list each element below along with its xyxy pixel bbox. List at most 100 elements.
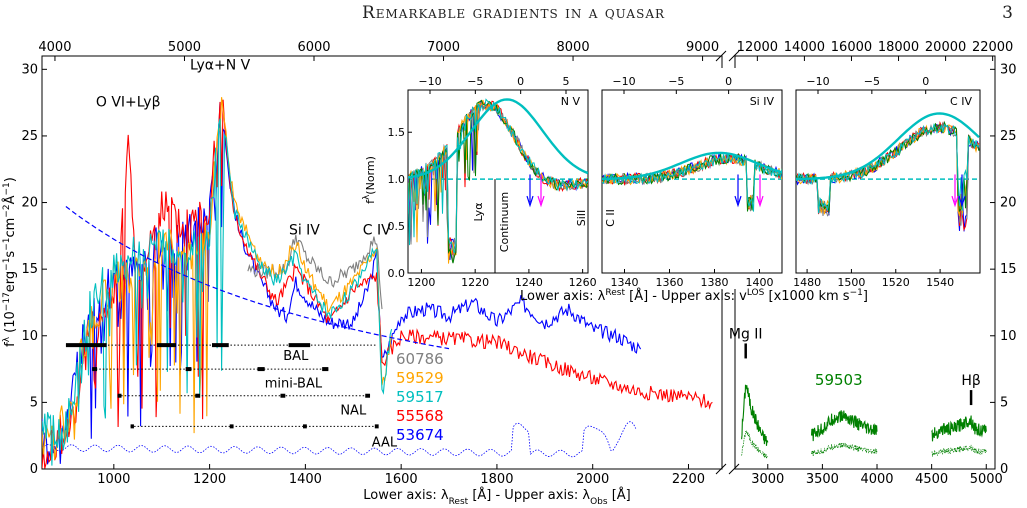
axis-break-bottom-slash-1 xyxy=(715,463,727,475)
absorber-row-NAL: NAL xyxy=(117,393,371,418)
upper-x-tick-label-right: 20000 xyxy=(925,40,966,55)
inset-x-tick-label: 1500 xyxy=(837,276,865,289)
inset-y-tick-label: 1.5 xyxy=(388,126,406,139)
inset-upper-tick-label: 5 xyxy=(563,75,570,88)
x-tick-label: 1400 xyxy=(289,472,322,487)
legend-entry-55568: 55568 xyxy=(396,407,444,425)
inset-spectra xyxy=(408,98,588,264)
axis-break-top-gap xyxy=(723,50,734,62)
legend-entry-59517: 59517 xyxy=(396,388,444,406)
upper-x-tick-label: 5000 xyxy=(168,40,201,55)
y-tick-label-right: 30 xyxy=(1000,62,1017,77)
inset-velocity-arrowhead xyxy=(756,195,764,208)
x-tick-label-right: 4500 xyxy=(915,472,948,487)
page-title: Remarkable gradients in a quasar xyxy=(361,3,666,23)
inset-upper-tick-label: 0 xyxy=(517,75,524,88)
line-label-h-: Hβ xyxy=(961,373,980,389)
y-tick-label: 5 xyxy=(30,395,38,410)
inset-x-tick-label: 1360 xyxy=(656,276,684,289)
inset-model-line xyxy=(602,151,782,181)
inset-spectrum-line xyxy=(796,122,980,214)
x-tick-label: 1200 xyxy=(193,472,226,487)
series-error-59503 xyxy=(741,430,769,459)
absorber-label: AAL xyxy=(372,435,398,450)
x-tick-label: 1600 xyxy=(385,472,418,487)
series-error-59503 xyxy=(931,444,987,457)
upper-x-tick-label-right: 14000 xyxy=(784,40,825,55)
inset-panels: 1200 1220 1240 1260 −10 −5 0 5 0.0 0.5 1.0 1.5 fλ(No… xyxy=(362,68,982,304)
axis-break-top-slash-1 xyxy=(715,50,727,62)
x-tick-label-right: 4000 xyxy=(860,472,893,487)
line-label-c-iv: C IV xyxy=(363,223,391,239)
legend-entry-59503: 59503 xyxy=(815,371,863,389)
inset-upper-tick-label: −10 xyxy=(806,75,829,88)
inset-upper-tick-label: 0 xyxy=(922,75,929,88)
inset-frame xyxy=(795,89,981,274)
inset-x-tick-label: 1220 xyxy=(461,276,489,289)
inset-title: Si IV xyxy=(750,95,775,108)
x-axis-label: Lower axis: λRest [Å] - Upper axis: λObs… xyxy=(363,487,630,507)
inset-si-iv: 1340 1360 1380 1400 −10 −5 0 Si IV xyxy=(600,68,784,289)
x-tick-label: 1000 xyxy=(97,472,130,487)
y-tick-label: 30 xyxy=(21,62,38,77)
y-tick-label-right: 15 xyxy=(1000,262,1017,277)
inset-spectrum-line xyxy=(602,151,782,212)
upper-x-tick-label: 9000 xyxy=(686,40,719,55)
axis-break-bottom-gap xyxy=(723,463,734,475)
inset-annotation-cii: C II xyxy=(604,209,617,227)
y-tick-label: 15 xyxy=(21,262,38,277)
inset-model-line xyxy=(796,112,980,181)
inset-y-tick-label: 0.0 xyxy=(388,267,406,280)
axis-break-bottom-slash-2 xyxy=(728,463,740,475)
absorber-label: NAL xyxy=(340,403,367,418)
x-tick-label-right: 3000 xyxy=(751,472,784,487)
series-line-59503 xyxy=(741,384,769,446)
page-header: Remarkable gradients in a quasar 3 xyxy=(0,0,1027,36)
inset-velocity-arrowhead xyxy=(537,195,545,208)
inset-annotation-continuum: Continuum xyxy=(498,192,511,252)
inset-annotation-lya: Lyα xyxy=(472,203,485,222)
inset-spectrum-line xyxy=(602,153,782,212)
inset-x-tick-label: 1340 xyxy=(611,276,639,289)
inset-spectra xyxy=(796,112,980,232)
inset-x-tick-label: 1240 xyxy=(515,276,543,289)
inset-velocity-arrowhead xyxy=(951,195,959,208)
inset-x-tick-label: 1480 xyxy=(793,276,821,289)
inset-y-axis-label: fλ(Norm) xyxy=(362,156,377,204)
x-tick-label-right: 3500 xyxy=(806,472,839,487)
inset-spectra xyxy=(602,151,782,212)
inset-c-iv: 1480 1500 1520 1540 −10 −5 0 C IV xyxy=(793,68,982,289)
y-tick-label: 25 xyxy=(21,129,38,144)
x-tick-label: 1800 xyxy=(480,472,513,487)
spectra-left xyxy=(42,97,713,469)
inset-upper-tick-label: −10 xyxy=(418,75,441,88)
upper-x-tick-label: 6000 xyxy=(297,40,330,55)
inset-x-tick-label: 1200 xyxy=(407,276,435,289)
y-tick-label-right: 25 xyxy=(1000,129,1017,144)
upper-x-tick-label: 8000 xyxy=(557,40,590,55)
inset-spectrum-line xyxy=(408,100,588,260)
series-line-59517 xyxy=(42,118,393,466)
inset-spectrum-line xyxy=(796,122,980,226)
line-label-ly-n-v: Lyα+N V xyxy=(190,57,251,73)
upper-x-tick-label-right: 18000 xyxy=(878,40,919,55)
axis-break-top xyxy=(715,50,740,62)
spectra-right xyxy=(741,384,987,459)
series-error-59503 xyxy=(811,442,878,457)
inset-y-tick-label: 1.0 xyxy=(388,173,406,186)
y-tick-label: 0 xyxy=(30,462,38,477)
inset-upper-tick-label: −5 xyxy=(467,75,483,88)
inset-velocity-arrowhead xyxy=(734,195,742,208)
y-tick-label-right: 10 xyxy=(1000,329,1017,344)
y-tick-label-right: 0 xyxy=(1000,462,1008,477)
inset-spectrum-line xyxy=(408,98,588,254)
inset-x-axis-label: Lower axis: λRest [Å] - Upper axis: vLOS… xyxy=(520,288,868,304)
inset-x-tick-label: 1520 xyxy=(882,276,910,289)
error-spectrum xyxy=(42,421,637,458)
y-tick-label-right: 20 xyxy=(1000,196,1017,211)
inset-upper-tick-label: 0 xyxy=(725,75,732,88)
inset-x-tick-label: 1260 xyxy=(569,276,597,289)
legend-entry-53674: 53674 xyxy=(396,426,444,444)
